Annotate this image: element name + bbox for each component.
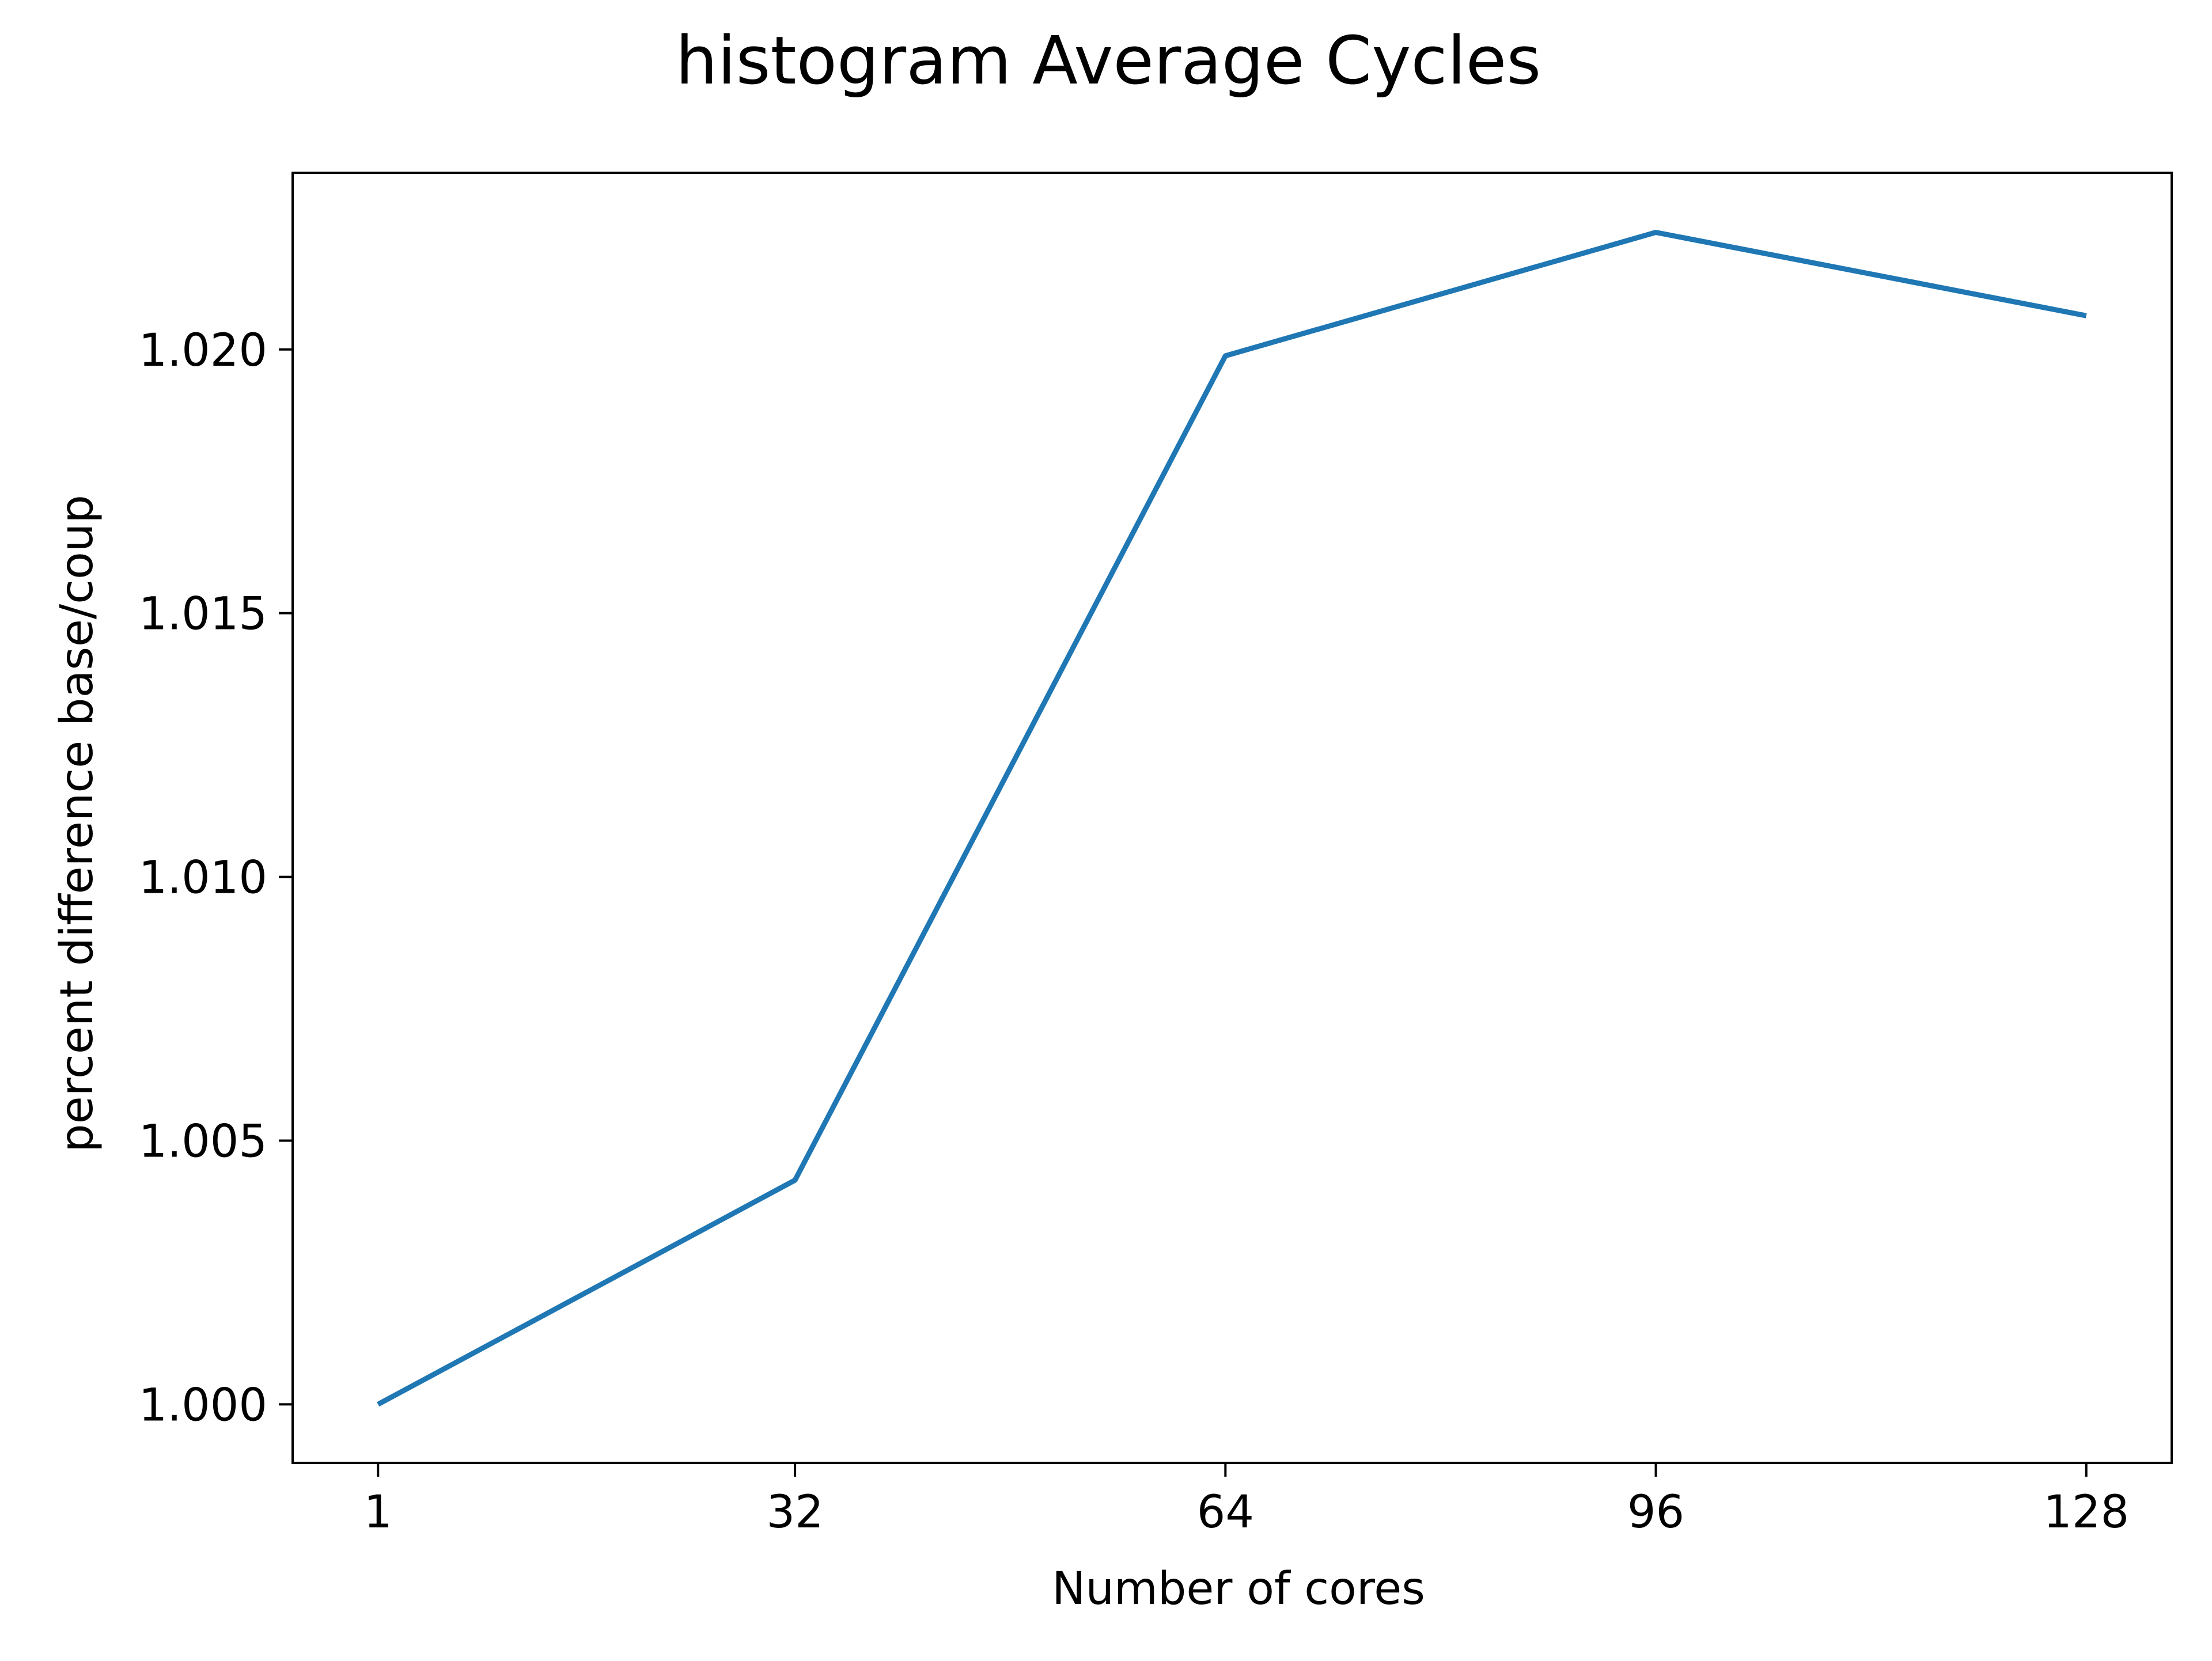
plot-border <box>291 172 2173 1464</box>
series-line <box>377 229 2087 1407</box>
x-tick-label: 96 <box>1627 1486 1684 1538</box>
x-axis: 1 32 64 96 128 <box>363 1463 2129 1538</box>
plot-area <box>291 172 2173 1464</box>
x-tick-label: 32 <box>766 1486 823 1538</box>
series-layer <box>377 229 2087 1407</box>
y-tick-label: 1.020 <box>139 325 267 377</box>
x-tick-label: 128 <box>2043 1486 2129 1538</box>
y-tick-label: 1.015 <box>139 589 267 640</box>
y-tick-label: 1.000 <box>139 1379 267 1431</box>
y-tick-label: 1.010 <box>139 852 267 904</box>
y-tick-label: 1.005 <box>139 1116 267 1167</box>
x-axis-label: Number of cores <box>1052 1563 1425 1615</box>
x-tick-label: 64 <box>1197 1486 1254 1538</box>
chart-title: histogram Average Cycles <box>676 22 1541 100</box>
y-axis-label: percent difference base/coup <box>51 495 103 1152</box>
y-axis: 1.000 1.005 1.010 1.015 1.020 <box>139 325 293 1431</box>
x-tick-label: 1 <box>363 1486 392 1538</box>
